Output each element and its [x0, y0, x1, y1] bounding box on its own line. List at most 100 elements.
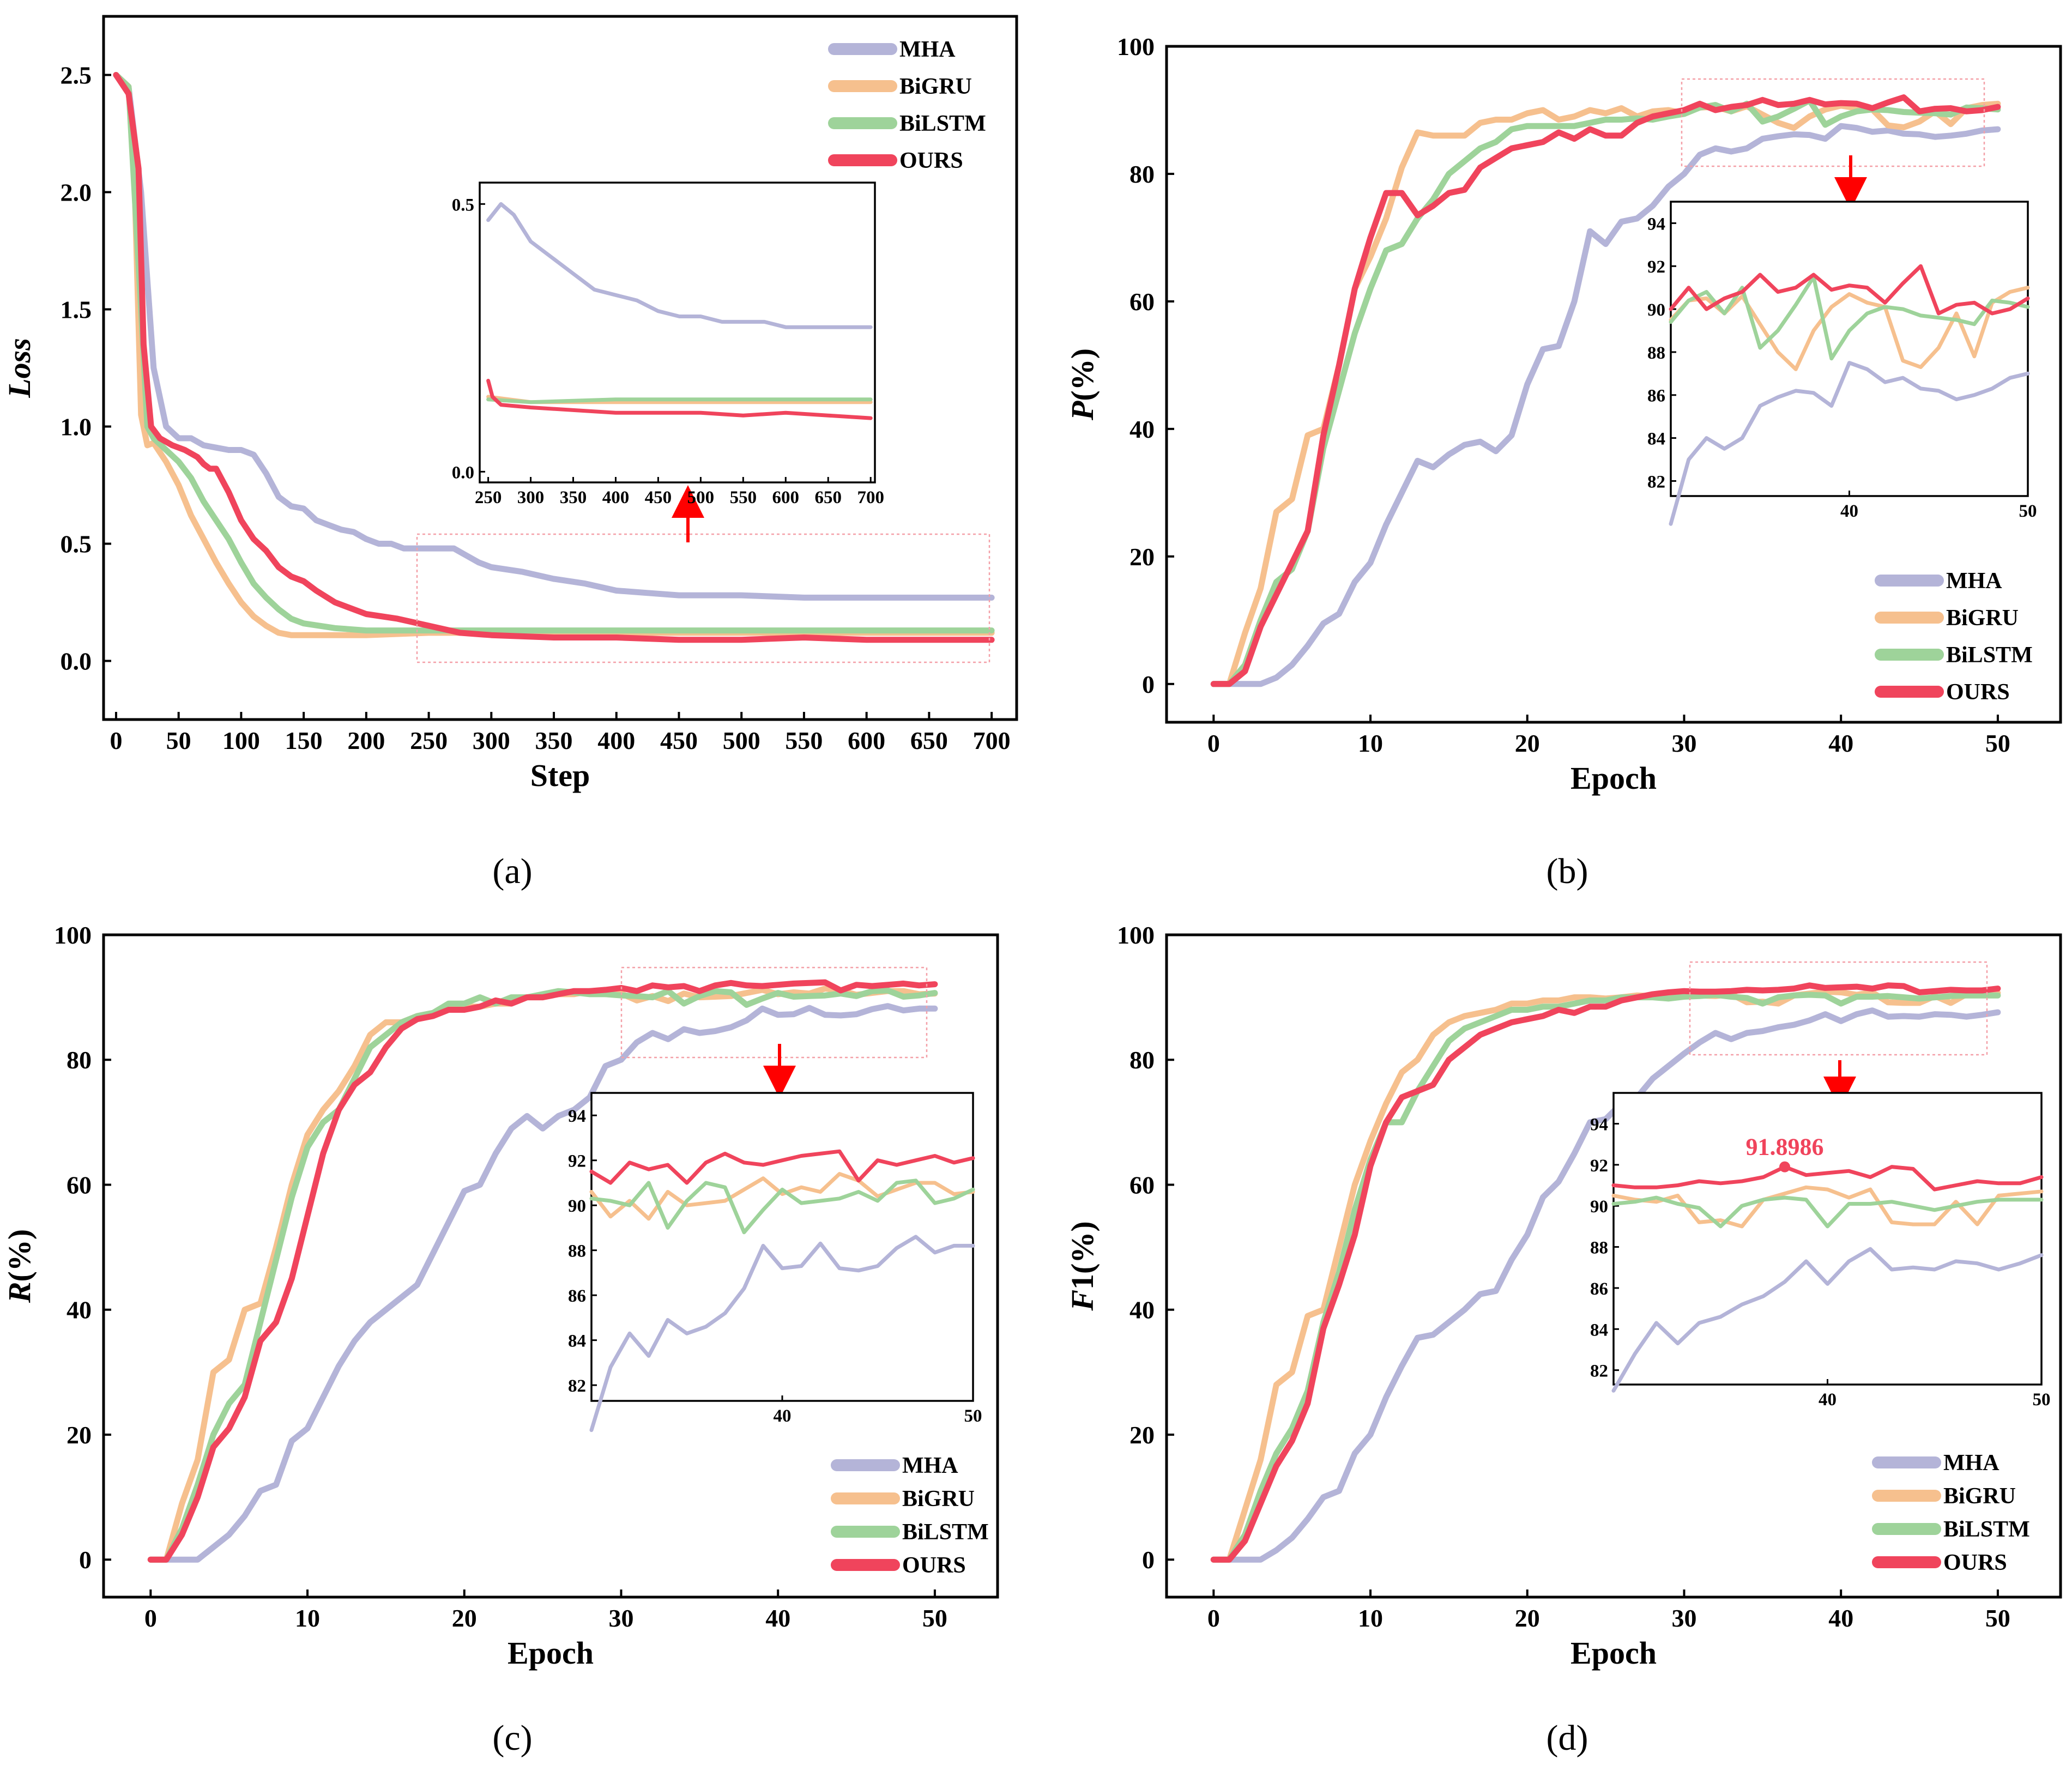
y-tick-label: 80	[1129, 1046, 1155, 1074]
series-line-bilstm	[113, 72, 995, 634]
inset-chart: 40 50 82 84 86 88 90 92 94	[1590, 1092, 2051, 1410]
inset-series-line-ours	[1611, 1165, 2044, 1192]
y-tick-label: 100	[54, 921, 92, 949]
y-tick-label: 0.5	[61, 530, 92, 558]
inset-y-tick-label: 88	[568, 1242, 586, 1261]
legend-label-ours: OURS	[1946, 680, 2010, 705]
inset-y-tick-label: 86	[1590, 1279, 1608, 1299]
inset-chart: 40 50 82 84 86 88 90 92 94	[568, 1092, 982, 1433]
y-tick-label: 1.0	[61, 413, 92, 441]
x-tick-label: 30	[1671, 729, 1696, 757]
series-line-mha	[147, 1003, 938, 1563]
plot-frame	[102, 15, 1018, 721]
inset-series-line-ours	[486, 378, 873, 420]
x-axis-label: Epoch	[1570, 1635, 1657, 1671]
y-axis-label: P(%)	[1065, 348, 1100, 421]
plot-frame	[102, 933, 999, 1599]
inset-frame	[590, 1092, 974, 1402]
x-tick-label: 100	[222, 727, 260, 754]
x-tick-label: 0	[144, 1604, 157, 1632]
zoom-region-box	[1689, 961, 1988, 1056]
inset-x-tick-label: 40	[1840, 501, 1858, 521]
inset-series-line-mha	[1611, 1247, 2044, 1393]
series-line-mha	[1210, 1007, 2001, 1563]
x-axis-label: Epoch	[508, 1635, 594, 1671]
x-tick-label: 400	[597, 727, 635, 754]
x-tick-label: 20	[1515, 729, 1540, 757]
legend-label-bigru: BiGRU	[1943, 1484, 2016, 1509]
y-axis-label: F1(%)	[1065, 1221, 1100, 1311]
y-tick-label: 2.0	[61, 179, 92, 207]
inset-x-tick-label: 550	[730, 488, 757, 507]
inset-x-tick-label: 400	[602, 488, 630, 507]
legend-label-ours: OURS	[1943, 1550, 2007, 1575]
inset-y-tick-label: 84	[568, 1332, 586, 1351]
panel-a-loss-chart: 0 50 100 150 200 250 300 350 400 450 500 550 600 650 7…	[2, 15, 1018, 793]
inset-y-tick-label: 0.5	[452, 195, 474, 215]
legend-label-bilstm: BiLSTM	[1946, 643, 2033, 668]
x-tick-label: 40	[765, 1604, 790, 1632]
inset-x-tick-label: 300	[517, 488, 545, 507]
inset-y-tick-label: 84	[1647, 430, 1665, 449]
inset-x-tick-label: 600	[772, 488, 800, 507]
x-tick-label: 700	[973, 727, 1011, 754]
x-tick-label: 40	[1828, 1604, 1853, 1632]
inset-x-tick-label: 40	[1819, 1390, 1837, 1410]
zoom-region-box	[1681, 78, 1985, 167]
x-tick-label: 30	[1671, 1604, 1696, 1632]
legend-label-mha: MHA	[1946, 569, 2002, 594]
inset-x-tick-label: 250	[475, 488, 502, 507]
inset-series-line-bigru	[589, 1172, 975, 1221]
inset-y-tick-label: 90	[1647, 300, 1665, 320]
inset-x-tick-label: 500	[687, 488, 715, 507]
inset-y-tick-label: 82	[1590, 1362, 1608, 1381]
inset-y-tick-label: 0.0	[452, 463, 474, 482]
legend-label-bilstm: BiLSTM	[1943, 1517, 2030, 1542]
panel-c-caption: (c)	[492, 1718, 532, 1758]
panel-b-precision-chart: 0 10 20 30 40 50 0 20 40 60 80 100 Epoch P(%) 40 50 82 84…	[1065, 33, 2062, 796]
y-tick-label: 20	[67, 1421, 92, 1449]
y-tick-label: 80	[67, 1046, 92, 1074]
y-tick-label: 40	[1129, 1296, 1155, 1324]
x-tick-label: 300	[473, 727, 510, 754]
x-tick-label: 450	[660, 727, 698, 754]
legend-label-bilstm: BiLSTM	[902, 1520, 989, 1545]
inset-series-line-mha	[486, 202, 873, 329]
series-line-bilstm	[1210, 992, 2001, 1563]
annotation-label: 91.8986	[1746, 1134, 1824, 1161]
y-tick-label: 0	[79, 1546, 92, 1574]
inset-y-tick-label: 86	[568, 1286, 586, 1306]
inset-series-line-bilstm	[1669, 275, 2030, 361]
inset-x-tick-label: 40	[774, 1406, 792, 1426]
x-tick-label: 20	[452, 1604, 477, 1632]
x-tick-label: 40	[1828, 729, 1853, 757]
y-tick-label: 20	[1129, 1421, 1155, 1449]
x-tick-label: 250	[410, 727, 448, 754]
inset-chart: 250 300 350 400 450 500 550 600 650 700 0.0 0.5	[452, 182, 884, 507]
series-line-ours	[1210, 94, 2001, 687]
y-tick-label: 0.0	[61, 648, 92, 675]
y-axis-label: Loss	[2, 338, 37, 398]
inset-series-line-mha	[1669, 361, 2030, 526]
legend-label-bigru: BiGRU	[902, 1486, 975, 1512]
y-tick-label: 40	[67, 1296, 92, 1324]
inset-y-tick-label: 94	[1590, 1115, 1608, 1135]
series-line-ours	[1210, 982, 2001, 1563]
inset-y-tick-label: 92	[568, 1152, 586, 1171]
zoom-region-box	[416, 533, 990, 663]
x-tick-label: 600	[848, 727, 885, 754]
y-tick-label: 100	[1117, 33, 1155, 61]
inset-y-tick-label: 92	[1590, 1156, 1608, 1176]
y-tick-label: 20	[1129, 543, 1155, 571]
y-tick-label: 100	[1117, 921, 1155, 949]
inset-y-tick-label: 94	[568, 1107, 586, 1126]
x-tick-label: 150	[285, 727, 323, 754]
plot-frame	[1165, 45, 2062, 724]
x-tick-label: 20	[1515, 1604, 1540, 1632]
y-tick-label: 80	[1129, 160, 1155, 188]
legend-label-mha: MHA	[899, 37, 956, 62]
inset-y-tick-label: 88	[1647, 343, 1665, 363]
inset-series-line-bilstm	[1611, 1195, 2044, 1229]
y-tick-label: 60	[1129, 288, 1155, 316]
